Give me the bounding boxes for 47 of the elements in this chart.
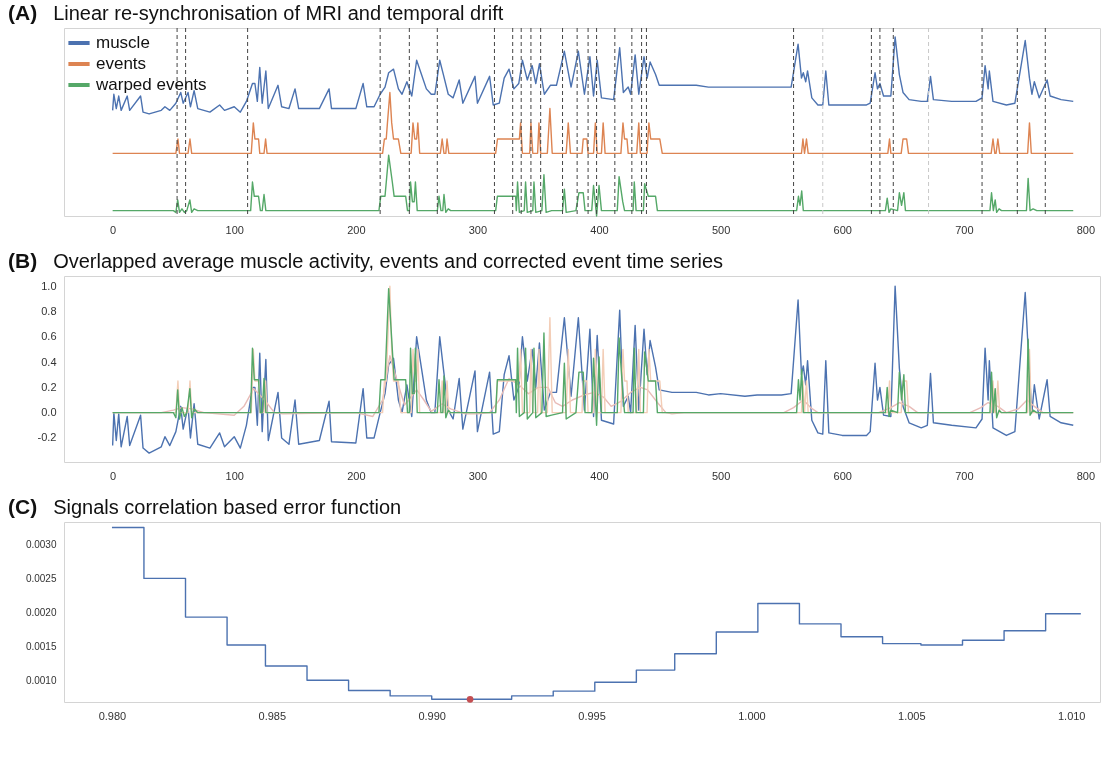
x-tick-label: 800	[1076, 223, 1096, 236]
x-tick-label: 100	[225, 223, 244, 236]
y-tick-label: 0.6	[41, 330, 57, 343]
x-tick-label: 300	[468, 223, 488, 236]
y-tick-label: 0.0010	[25, 674, 57, 686]
x-tick-label: 0.985	[258, 709, 287, 722]
x-tick-label: 700	[955, 469, 974, 482]
x-tick-label: 100	[225, 469, 244, 482]
x-tick-label: 400	[590, 223, 609, 236]
x-tick-label: 0.980	[98, 709, 127, 722]
x-tick-label: 1.005	[898, 709, 926, 722]
y-tick-label: 0.0	[41, 406, 57, 419]
chart-title: Linear re-synchronisation of MRI and temporal drift	[53, 2, 504, 24]
text: (B)	[8, 249, 38, 272]
x-tick-label: 1.000	[738, 709, 766, 722]
x-tick-label: 600	[833, 223, 852, 236]
legend-label: muscle	[96, 33, 150, 52]
x-tick-label: 0.990	[418, 709, 446, 722]
x-tick-label: 200	[347, 469, 366, 482]
y-tick-label: 0.0025	[25, 572, 57, 584]
x-tick-label: 0	[110, 469, 117, 482]
y-tick-label: -0.2	[37, 431, 57, 444]
text: (A)	[8, 1, 38, 24]
y-tick-label: 0.0020	[25, 606, 57, 618]
x-tick-label: 400	[590, 469, 609, 482]
y-tick-label: 0.0030	[25, 538, 57, 550]
chart-title: Signals correlation based error function	[53, 496, 402, 518]
x-tick-label: 1.010	[1057, 709, 1086, 722]
text: (C)	[8, 495, 38, 518]
y-tick-label: 0.4	[41, 355, 57, 368]
y-tick-label: 0.0015	[25, 640, 57, 652]
x-tick-label: 300	[468, 469, 488, 482]
chart-title: Overlapped average muscle activity, events and corrected event time series	[53, 250, 724, 272]
x-tick-label: 0.995	[578, 709, 606, 722]
x-tick-label: 700	[955, 223, 974, 236]
line-series	[111, 285, 1074, 454]
x-tick-label: 200	[347, 223, 366, 236]
y-tick-label: 1.0	[41, 279, 57, 292]
legend-label: warped events	[95, 75, 207, 94]
x-tick-label: 500	[711, 469, 731, 482]
y-tick-label: 0.8	[41, 304, 57, 317]
x-tick-label: 800	[1076, 469, 1096, 482]
y-tick-label: 0.2	[41, 380, 57, 393]
x-tick-label: 500	[711, 223, 731, 236]
x-tick-label: 0	[110, 223, 117, 236]
x-tick-label: 600	[833, 469, 852, 482]
legend-label: events	[96, 54, 147, 73]
